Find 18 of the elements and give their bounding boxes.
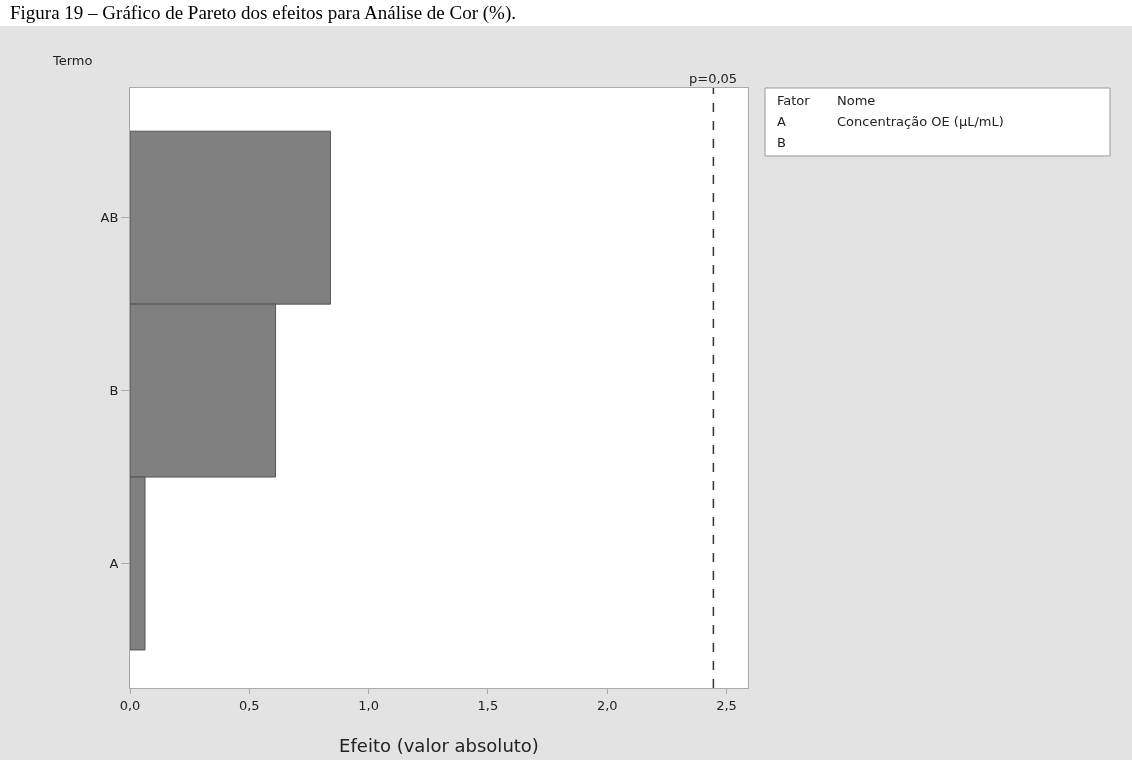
y-tick-label: AB (100, 210, 119, 226)
x-axis-title: Efeito (valor absoluto) (339, 735, 539, 756)
text: A (777, 114, 786, 129)
x-tick-label: 1,5 (477, 697, 499, 713)
y-tick-label: B (109, 383, 119, 399)
text: Nome (837, 93, 876, 108)
text: Concentração OE (µL/mL) (837, 114, 1004, 129)
y-axis-title: Termo (52, 53, 93, 68)
chart-title: Figura 19 – Gráfico de Pareto dos efeitos para Análise de Cor (%). (9, 1, 517, 25)
text: Fator (777, 93, 811, 108)
text: B (777, 135, 786, 150)
y-tick-label: A (109, 556, 119, 572)
x-tick-label: 2,0 (596, 697, 618, 713)
x-tick-label: 1,0 (358, 697, 379, 713)
x-tick-label: 0,0 (119, 697, 141, 713)
text: p=0,05 (689, 71, 738, 86)
x-tick-label: 0,5 (238, 697, 260, 713)
x-tick-label: 2,5 (716, 697, 737, 713)
